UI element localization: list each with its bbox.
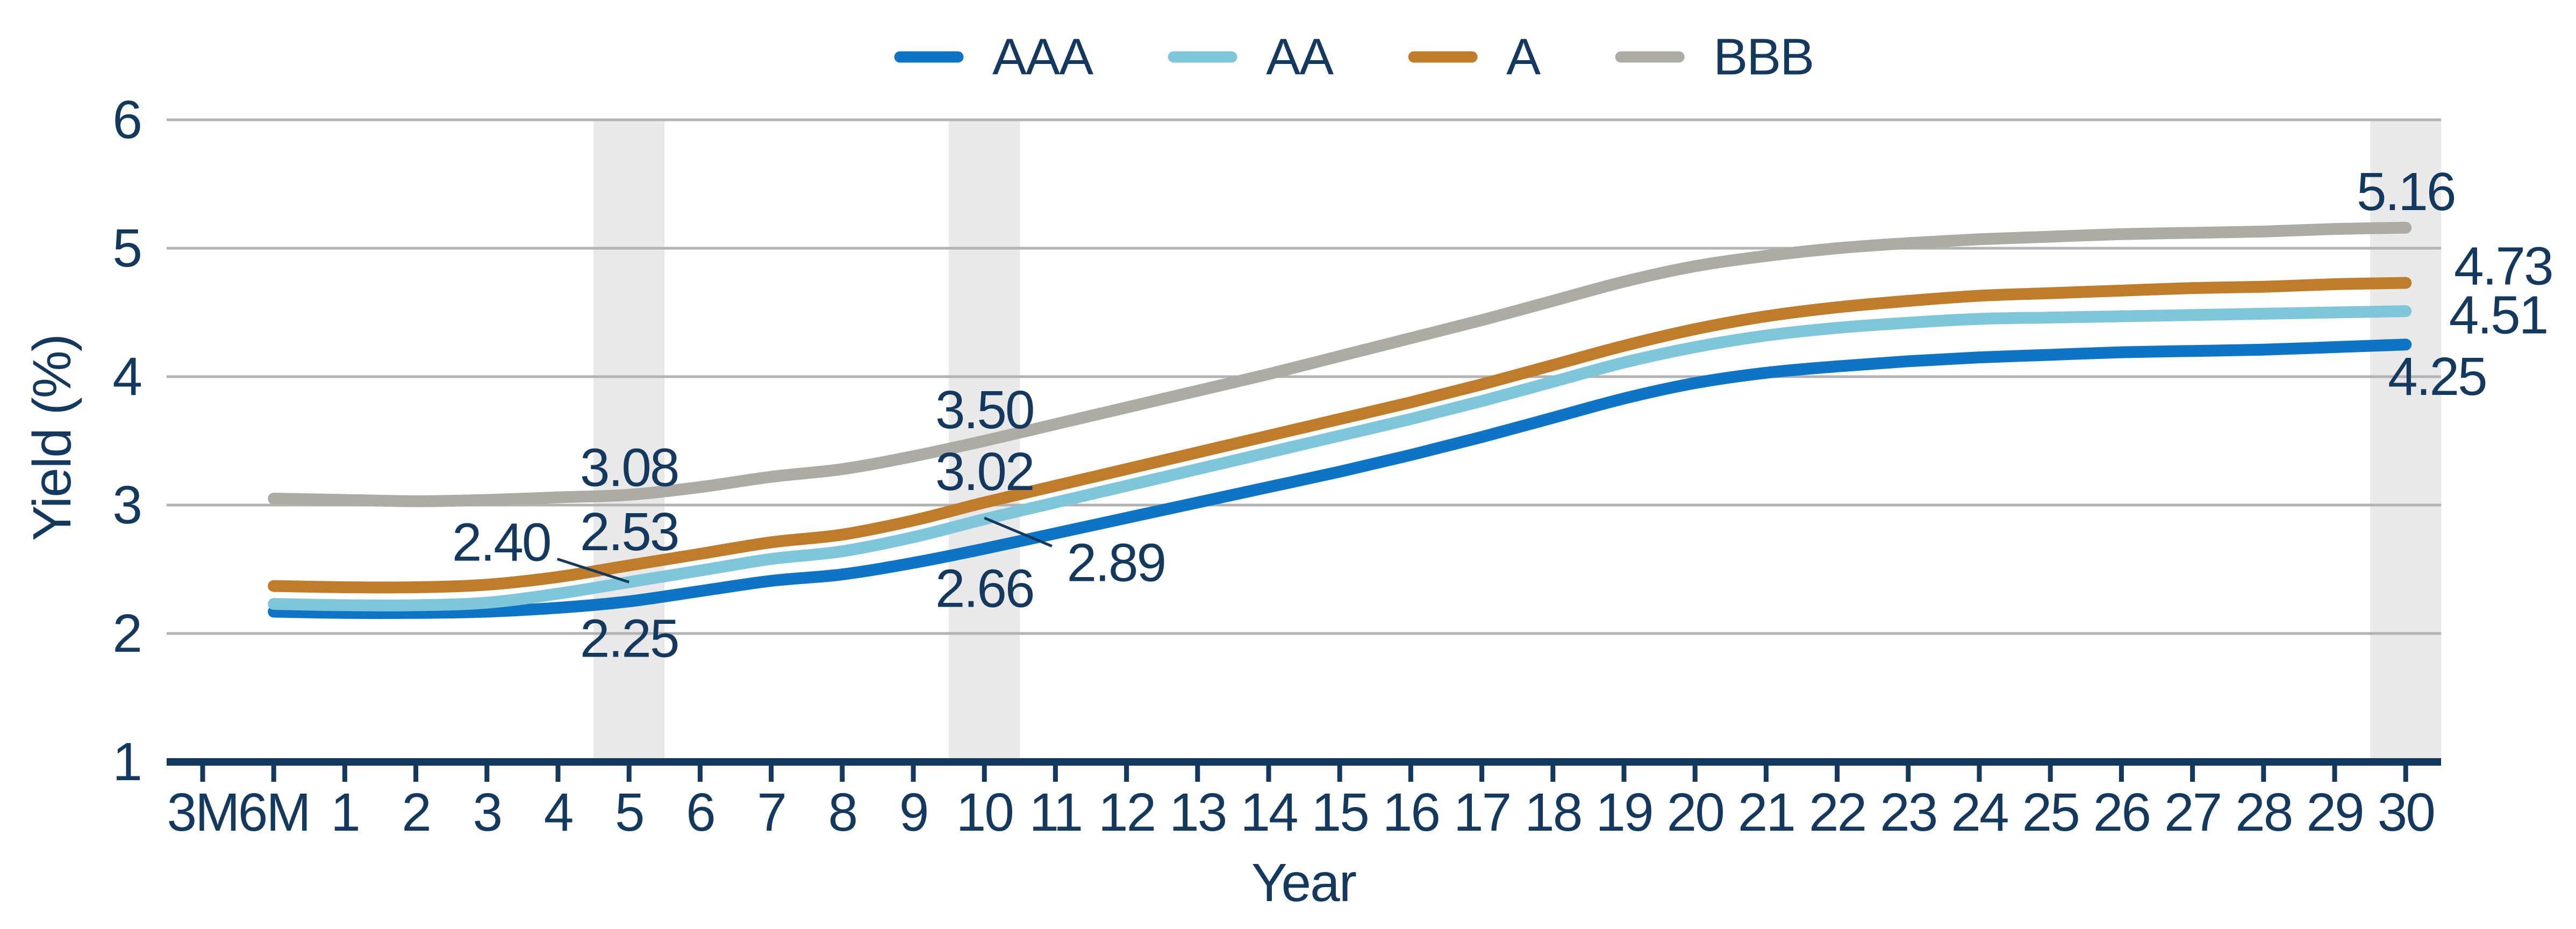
data-label-3.50: 3.50 bbox=[935, 380, 1034, 440]
legend-label-AAA: AAA bbox=[992, 28, 1093, 86]
series-line-AAA bbox=[268, 339, 2412, 620]
legend: AAA AA A BBB bbox=[894, 28, 1814, 86]
data-label-2.53: 2.53 bbox=[580, 502, 678, 562]
y-tick-label-2: 2 bbox=[112, 603, 141, 664]
x-tick-label-6M: 6M bbox=[238, 782, 310, 842]
data-label-2.89: 2.89 bbox=[1067, 533, 1165, 593]
x-tick-label-14: 14 bbox=[1240, 782, 1297, 842]
y-tick-label-5: 5 bbox=[112, 218, 141, 278]
x-tick-label-3: 3 bbox=[473, 782, 501, 842]
leader-line-1 bbox=[556, 558, 629, 584]
x-tick-labels: 3M 6M 1 2 3 4 5 6 7 8 9 10 11 12 13 14 15 16 17 18 19 20 21 22 2… bbox=[167, 782, 2436, 842]
highlight-band-5 bbox=[593, 120, 665, 758]
x-tick-label-25: 25 bbox=[2022, 782, 2079, 842]
data-label-2.25: 2.25 bbox=[580, 609, 678, 669]
data-label-5.16: 5.16 bbox=[2357, 162, 2455, 222]
leader-line-2 bbox=[984, 516, 1053, 548]
data-label-4.51: 4.51 bbox=[2449, 285, 2548, 345]
x-tick-label-4: 4 bbox=[544, 782, 573, 842]
x-tick-label-20: 20 bbox=[1667, 782, 1723, 842]
x-tick-label-9: 9 bbox=[899, 782, 928, 842]
x-tick-label-23: 23 bbox=[1880, 782, 1936, 842]
series-line-A bbox=[268, 277, 2412, 594]
data-label-4.25: 4.25 bbox=[2388, 347, 2486, 407]
data-label-3.08: 3.08 bbox=[580, 438, 678, 498]
x-tick-label-21: 21 bbox=[1738, 782, 1794, 842]
legend-item-AA: AA bbox=[1168, 28, 1335, 86]
x-tick-label-10: 10 bbox=[956, 782, 1013, 842]
y-tick-label-3: 3 bbox=[112, 475, 141, 535]
data-label-2.40: 2.40 bbox=[452, 512, 550, 572]
x-tick-label-28: 28 bbox=[2235, 782, 2292, 842]
legend-label-BBB: BBB bbox=[1713, 28, 1813, 86]
y-tick-label-4: 4 bbox=[112, 347, 141, 407]
y-tick-labels: 1 2 3 4 5 6 bbox=[112, 90, 142, 792]
x-tick-label-6: 6 bbox=[686, 782, 714, 842]
x-tick-label-5: 5 bbox=[615, 782, 643, 842]
x-tick-label-17: 17 bbox=[1454, 782, 1510, 842]
x-tick-label-3M: 3M bbox=[167, 782, 239, 842]
x-tick-label-15: 15 bbox=[1312, 782, 1368, 842]
legend-item-BBB: BBB bbox=[1615, 28, 1814, 86]
x-tick-label-30: 30 bbox=[2378, 782, 2434, 842]
data-label-4.73: 4.73 bbox=[2454, 236, 2552, 296]
x-tick-label-7: 7 bbox=[757, 782, 785, 842]
y-tick-label-1: 1 bbox=[112, 732, 141, 792]
gridlines bbox=[167, 118, 2441, 635]
x-tick-label-16: 16 bbox=[1383, 782, 1439, 842]
x-tick-label-27: 27 bbox=[2164, 782, 2221, 842]
x-tick-label-13: 13 bbox=[1169, 782, 1226, 842]
y-axis-title: Yield (%) bbox=[22, 335, 82, 541]
x-tick-label-12: 12 bbox=[1098, 782, 1155, 842]
x-tick-label-2: 2 bbox=[402, 782, 430, 842]
series-lines bbox=[268, 221, 2412, 620]
y-tick-label-6: 6 bbox=[112, 90, 141, 150]
legend-label-AA: AA bbox=[1266, 28, 1334, 86]
x-tick-label-26: 26 bbox=[2093, 782, 2150, 842]
legend-label-A: A bbox=[1506, 28, 1541, 86]
x-tick-label-22: 22 bbox=[1809, 782, 1865, 842]
x-tick-label-19: 19 bbox=[1595, 782, 1652, 842]
x-tick-label-24: 24 bbox=[1951, 782, 2008, 842]
legend-item-A: A bbox=[1408, 28, 1542, 86]
data-label-3.02: 3.02 bbox=[935, 442, 1034, 502]
x-tick-label-11: 11 bbox=[1029, 782, 1082, 842]
x-axis-line bbox=[167, 758, 2441, 766]
x-tick-label-1: 1 bbox=[331, 782, 359, 842]
legend-item-AAA: AAA bbox=[894, 28, 1094, 86]
x-axis bbox=[167, 758, 2441, 782]
x-tick-label-29: 29 bbox=[2306, 782, 2363, 842]
x-tick-label-18: 18 bbox=[1525, 782, 1581, 842]
data-labels: 3.082.53 2.40 2.25 3.503.02 2.66 2.89 5.16 4.73… bbox=[452, 162, 2554, 669]
callout-leader-lines bbox=[556, 516, 1053, 584]
x-axis-title: Year bbox=[1251, 853, 1356, 913]
highlight-bands bbox=[593, 120, 2442, 758]
data-label-2.66: 2.66 bbox=[935, 558, 1034, 618]
x-tick-label-8: 8 bbox=[828, 782, 856, 842]
series-line-BBB bbox=[268, 221, 2412, 507]
